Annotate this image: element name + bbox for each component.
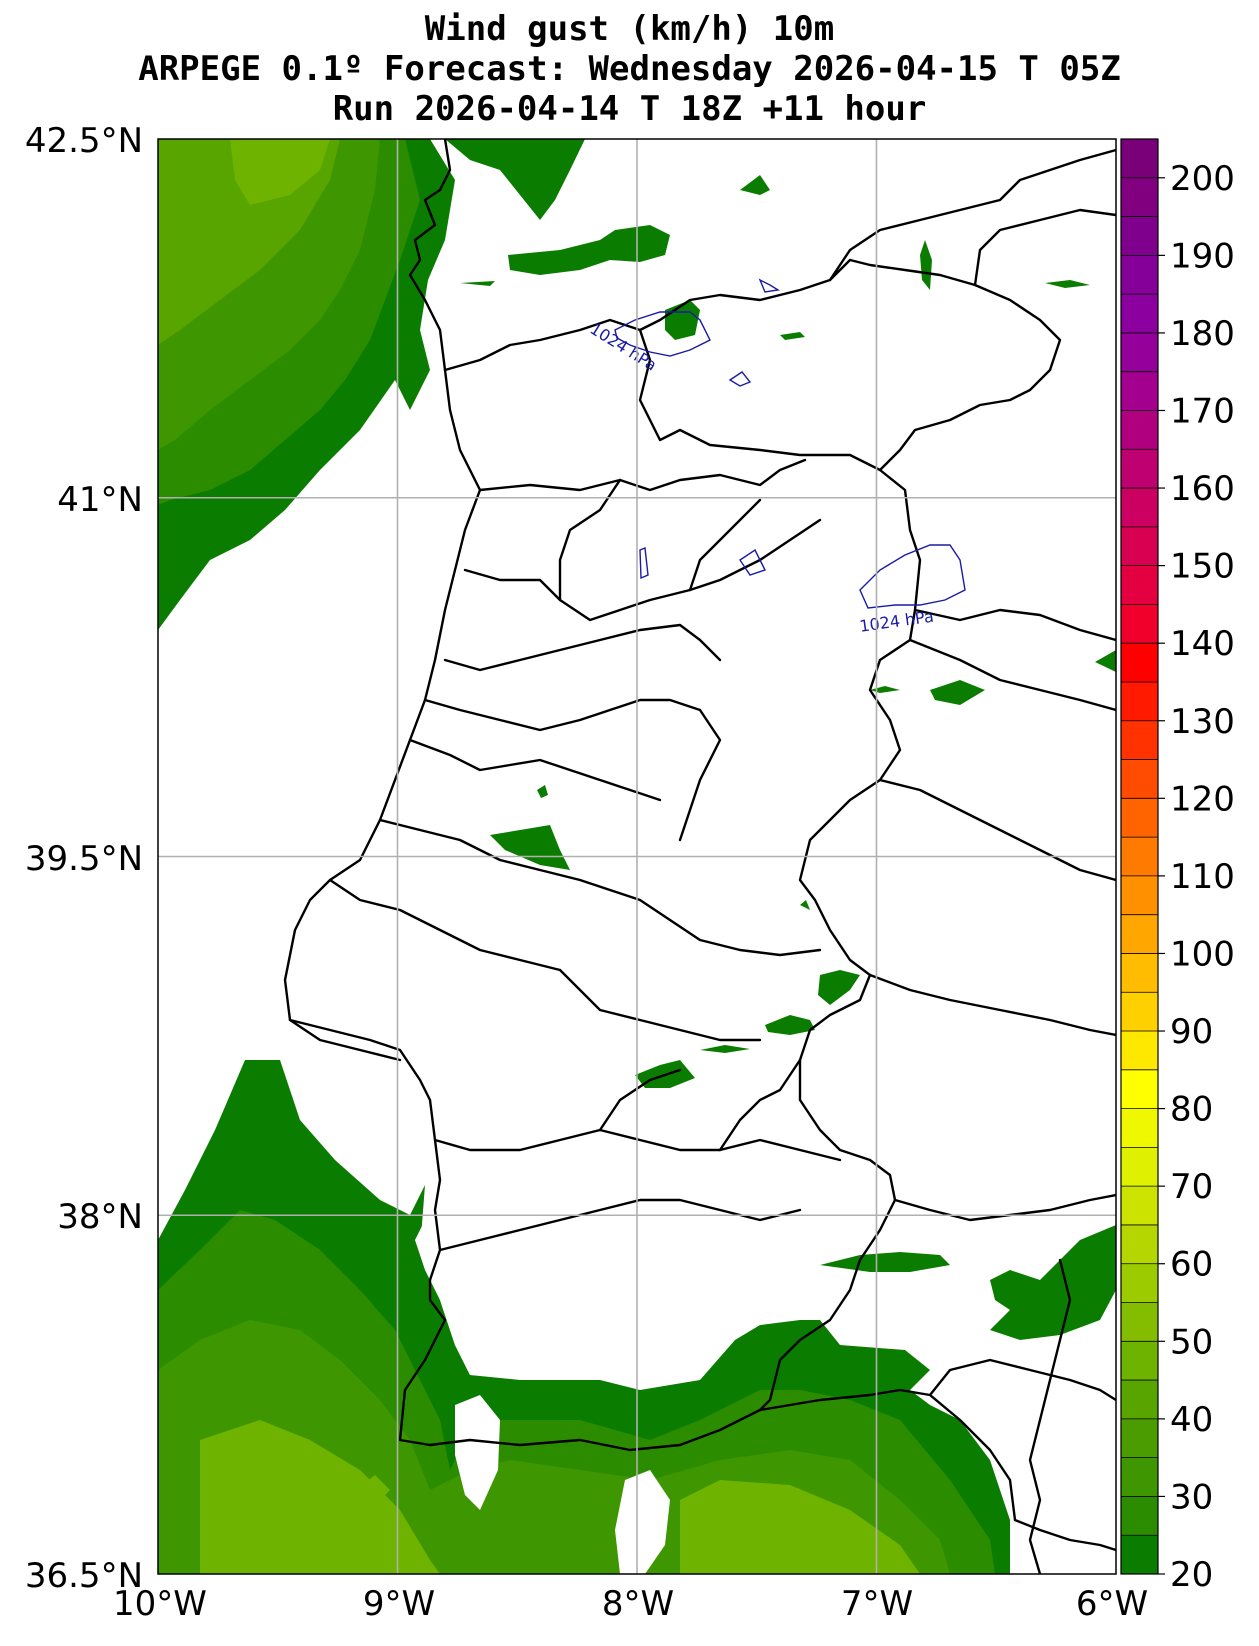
lon-label: 8°W — [602, 1584, 674, 1624]
colorbar-segment — [1121, 216, 1158, 256]
latitude-axis: 42.5°N 41°N 39.5°N 38°N 36.5°N — [25, 121, 143, 1596]
colorbar-segment — [1121, 1031, 1158, 1071]
colorbar-segment — [1121, 526, 1158, 567]
colorbar-segment — [1121, 488, 1158, 528]
lat-label: 36.5°N — [25, 1556, 143, 1596]
colorbar-tick-labels: 20 30 40 50 60 70 80 90 100 110 120 130 140 150 160 170… — [1158, 159, 1235, 1595]
gust-field-southeast — [820, 1225, 1116, 1340]
lat-label: 41°N — [57, 480, 143, 520]
colorbar-segment — [1121, 1457, 1158, 1497]
gust-field-south — [158, 1060, 1010, 1574]
colorbar-tick-label: 50 — [1170, 1322, 1213, 1362]
colorbar-segment — [1121, 139, 1158, 179]
colorbar-segment — [1121, 255, 1158, 295]
land-mask-south — [415, 1170, 900, 1574]
map-borders — [283, 139, 1116, 1574]
colorbar-tick-label: 60 — [1170, 1245, 1213, 1285]
isobars — [614, 278, 966, 609]
map-gridlines — [158, 139, 1116, 1574]
colorbar-segment — [1121, 1263, 1158, 1304]
colorbar-tick-label: 20 — [1170, 1555, 1213, 1595]
colorbar-tick-label: 40 — [1170, 1400, 1213, 1440]
colorbar-tick-label: 200 — [1170, 159, 1235, 199]
colorbar-tick-label: 190 — [1170, 236, 1235, 276]
colorbar-segment — [1121, 992, 1158, 1032]
colorbar-segment — [1121, 1535, 1158, 1575]
map-subtitle-run: Run 2026-04-14 T 18Z +11 hour — [332, 89, 927, 129]
colorbar-segment — [1121, 1302, 1158, 1342]
gust-field-central — [490, 650, 1116, 1088]
lon-label: 9°W — [363, 1584, 435, 1624]
colorbar-segment — [1121, 1108, 1158, 1148]
colorbar-segment — [1121, 1147, 1158, 1187]
colorbar-segment — [1121, 1380, 1158, 1420]
lon-label: 6°W — [1076, 1584, 1148, 1624]
colorbar-tick-label: 170 — [1170, 391, 1235, 431]
colorbar-segment — [1121, 1186, 1158, 1226]
colorbar-tick-label: 140 — [1170, 624, 1235, 664]
longitude-axis: 10°W 9°W 8°W 7°W 6°W — [113, 1584, 1148, 1624]
colorbar-segment — [1121, 177, 1158, 218]
map-subtitle-forecast: ARPEGE 0.1º Forecast: Wednesday 2026-04-… — [138, 49, 1121, 89]
map-title: Wind gust (km/h) 10m — [424, 9, 835, 49]
colorbar-tick-label: 70 — [1170, 1167, 1213, 1207]
colorbar-tick-label: 80 — [1170, 1090, 1213, 1130]
gust-field-northwest — [158, 139, 455, 630]
colorbar-segment — [1121, 837, 1158, 877]
colorbar-segment — [1121, 1224, 1158, 1265]
lat-label: 42.5°N — [25, 121, 143, 161]
colorbar-segment — [1121, 1341, 1158, 1381]
colorbar-segment — [1121, 565, 1158, 605]
colorbar-segment — [1121, 914, 1158, 954]
colorbar-segment — [1121, 720, 1158, 761]
colorbar-segment — [1121, 410, 1158, 450]
lon-label: 7°W — [841, 1584, 913, 1624]
colorbar-tick-label: 120 — [1170, 779, 1235, 819]
colorbar-tick-label: 180 — [1170, 314, 1235, 354]
colorbar-segment — [1121, 1496, 1158, 1536]
colorbar-segment — [1121, 604, 1158, 644]
colorbar-segment — [1121, 294, 1158, 334]
colorbar-tick-label: 130 — [1170, 702, 1235, 742]
lon-label: 10°W — [113, 1584, 207, 1624]
colorbar-tick-label: 30 — [1170, 1477, 1213, 1517]
colorbar-tick-label: 90 — [1170, 1012, 1213, 1052]
colorbar-segment — [1121, 449, 1158, 489]
colorbar-segment — [1121, 643, 1158, 683]
colorbar-segment — [1121, 798, 1158, 838]
colorbar-segment — [1121, 332, 1158, 373]
colorbar-frame — [1120, 138, 1159, 1575]
colorbar-segment — [1121, 1418, 1158, 1459]
lat-label: 38°N — [57, 1197, 143, 1237]
lat-label: 39.5°N — [25, 839, 143, 879]
colorbar-segment — [1121, 681, 1158, 722]
map-frame — [157, 138, 1117, 1575]
colorbar-segment — [1121, 759, 1158, 799]
colorbar — [1120, 138, 1159, 1575]
colorbar-tick-label: 160 — [1170, 469, 1235, 509]
colorbar-segment — [1121, 1069, 1158, 1110]
colorbar-tick-label: 150 — [1170, 547, 1235, 587]
colorbar-segment — [1121, 371, 1158, 411]
colorbar-tick-label: 100 — [1170, 934, 1235, 974]
colorbar-segment — [1121, 953, 1158, 993]
colorbar-tick-label: 110 — [1170, 857, 1235, 897]
colorbar-segment — [1121, 875, 1158, 916]
